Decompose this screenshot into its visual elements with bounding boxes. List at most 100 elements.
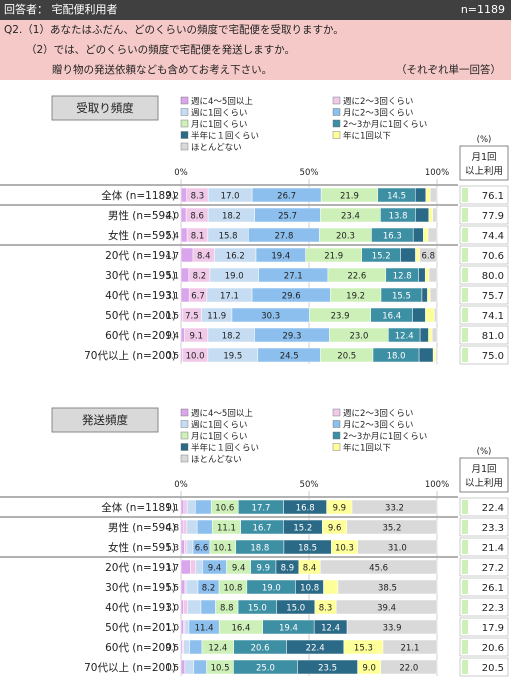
bar-segment: [415, 247, 420, 263]
bar-segment: [195, 559, 203, 575]
monthly-value: 81.0: [482, 331, 504, 342]
data-label: 11.1: [217, 524, 236, 534]
bar-segment: [180, 247, 194, 263]
bar-segment: [180, 599, 184, 615]
data-label: 1.5: [165, 664, 179, 674]
data-label: 19.4: [271, 252, 290, 262]
bar-segment: [182, 519, 188, 535]
bar-segment: [425, 307, 435, 323]
bar-segment: [184, 539, 188, 555]
monthly-header-line1: 月1回: [471, 152, 496, 163]
category-label: 40代 (n=193): [105, 290, 176, 302]
data-label: 20.6: [251, 644, 270, 654]
data-label: 15.0: [286, 604, 305, 614]
chart-title-box: [51, 95, 159, 121]
category-label: 男性 (n=594): [108, 521, 176, 534]
legend-label: 2～3か月に1回くらい: [343, 120, 427, 130]
x-tick-label: 0%: [174, 168, 188, 178]
sample-size: n=1189: [460, 3, 505, 16]
bar-segment: [421, 287, 428, 303]
bar-segment: [430, 187, 438, 203]
bar-segment: [432, 207, 438, 223]
data-label: 45.6: [369, 564, 388, 574]
data-label: 15.0: [248, 604, 267, 614]
x-tick-label: 50%: [300, 168, 319, 178]
bar-segment: [183, 499, 188, 515]
bar-segment: [180, 519, 184, 535]
data-label: 2.2: [165, 192, 179, 202]
data-label: 10.8: [224, 584, 243, 594]
monthly-value: 70.6: [482, 251, 504, 262]
legend-swatch: [180, 420, 189, 428]
bar-segment: [427, 287, 431, 303]
data-label: 1.5: [165, 584, 179, 594]
monthly-cell: [459, 557, 509, 577]
data-label: 8.9: [281, 564, 295, 574]
monthly-indicator: [462, 288, 468, 302]
bar-segment: [434, 307, 438, 323]
data-label: 10.1: [213, 544, 232, 554]
monthly-cell: [459, 225, 509, 245]
monthly-indicator: [462, 640, 468, 654]
data-label: 0.8: [165, 524, 179, 534]
data-label: 22.0: [399, 664, 418, 674]
bar-segment: [190, 559, 197, 575]
data-label: 8.6: [190, 212, 204, 222]
monthly-indicator: [462, 228, 468, 242]
data-label: 24.5: [280, 352, 299, 362]
data-label: 11.4: [195, 624, 214, 634]
bar-segment: [180, 579, 186, 595]
legend-swatch: [180, 96, 189, 105]
legend-swatch: [332, 108, 341, 116]
data-label: 10.6: [215, 504, 234, 514]
data-label: 8.3: [191, 192, 205, 202]
legend-label: 週に2～3回くらい: [343, 409, 413, 419]
bar-segment: [346, 519, 438, 535]
category-label: 30代 (n=195): [105, 582, 176, 594]
bar-segment: [435, 347, 438, 363]
data-label: 18.0: [387, 352, 406, 362]
data-label: 0.5: [165, 352, 179, 362]
data-label: 22.6: [347, 272, 366, 282]
data-label: 27.8: [274, 232, 293, 242]
bar-segment: [431, 327, 438, 343]
legend-swatch: [180, 142, 189, 151]
data-label: 1.3: [165, 544, 179, 554]
x-tick-label: 100%: [425, 480, 449, 490]
data-label: 25.7: [278, 212, 297, 222]
monthly-value: 76.1: [482, 191, 504, 202]
monthly-value: 75.0: [482, 351, 504, 362]
monthly-value: 21.4: [482, 543, 504, 554]
data-label: 8.2: [202, 584, 216, 594]
bar-segment: [186, 539, 194, 555]
monthly-value: 80.0: [482, 271, 504, 282]
data-label: 26.7: [277, 192, 296, 202]
bar-segment: [424, 267, 430, 283]
monthly-value: 26.1: [482, 583, 504, 594]
category-label: 70代以上 (n=200): [84, 350, 176, 362]
data-label: 8.4: [303, 564, 317, 574]
monthly-cell: [459, 325, 509, 345]
data-label: 19.0: [225, 272, 244, 282]
bar-segment: [419, 327, 429, 343]
legend-swatch: [180, 108, 189, 116]
monthly-cell: [459, 577, 509, 597]
data-label: 19.0: [262, 584, 281, 594]
legend-swatch: [332, 431, 341, 440]
monthly-cell: [459, 285, 509, 305]
monthly-cell: [459, 265, 509, 285]
bar-segment: [184, 619, 190, 635]
data-label: 9.0: [362, 664, 376, 674]
monthly-indicator: [462, 560, 468, 574]
data-label: 12.8: [393, 272, 412, 282]
data-label: 8.3: [319, 604, 333, 614]
legend-swatch: [332, 96, 341, 105]
legend-label: 年に1回以下: [343, 443, 391, 454]
monthly-value: 22.3: [482, 603, 504, 614]
bar-segment: [351, 499, 438, 515]
legend-label: 週に1回くらい: [191, 421, 247, 431]
monthly-value: 20.5: [482, 663, 504, 674]
data-label: 17.1: [220, 292, 239, 302]
data-label: 10.3: [335, 544, 354, 554]
